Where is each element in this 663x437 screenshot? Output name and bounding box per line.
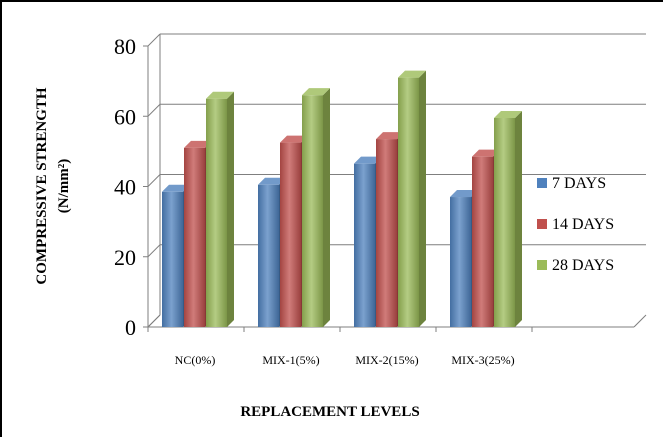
x-category-label: MIX-2(15%) <box>355 353 418 367</box>
bar-top <box>494 111 522 119</box>
y-tick-label: 20 <box>114 245 136 270</box>
y-tick-label: 0 <box>125 315 136 340</box>
bar-front <box>354 163 375 327</box>
bar-top <box>302 88 330 96</box>
gridline-diag <box>147 174 161 187</box>
gridline-diag <box>147 33 161 47</box>
gridline-diag <box>147 244 161 258</box>
bar-top <box>162 184 190 192</box>
legend-label: 28 DAYS <box>552 257 614 274</box>
legend-label: 7 DAYS <box>552 175 606 192</box>
floor-right-edge <box>633 314 647 328</box>
bar-front <box>376 139 397 327</box>
legend: 7 DAYS 14 DAYS 28 DAYS <box>537 175 614 274</box>
legend-swatch <box>537 260 547 270</box>
y-axis-unit: (N/mm²) <box>56 159 72 213</box>
bar-top <box>354 156 382 164</box>
bar-top <box>258 177 286 185</box>
gridline-diag <box>147 103 161 117</box>
x-axis-title: REPLACEMENT LEVELS <box>240 404 419 420</box>
bar-front <box>206 98 227 327</box>
y-tick-label: 60 <box>114 104 136 129</box>
bar-front <box>184 147 205 327</box>
legend-item: 28 DAYS <box>537 257 614 274</box>
y-tick-label: 40 <box>114 175 136 200</box>
bar-top <box>450 190 478 198</box>
x-category-labels: NC(0%) MIX-1(5%) MIX-2(15%) MIX-3(25%) <box>175 353 515 367</box>
bar-front <box>302 95 323 327</box>
legend-swatch <box>537 219 547 229</box>
bar <box>494 111 522 327</box>
bar-front <box>280 142 301 327</box>
bar <box>302 88 330 327</box>
bar-front <box>258 184 279 327</box>
bar-side <box>419 70 426 328</box>
x-category-label: NC(0%) <box>175 353 216 367</box>
legend-item: 7 DAYS <box>537 175 606 192</box>
bar-top <box>376 132 404 140</box>
legend-item: 14 DAYS <box>537 216 614 233</box>
bar-top <box>472 149 500 157</box>
bar-top <box>280 135 308 143</box>
bar-front <box>472 156 493 327</box>
gridline-diag <box>147 314 161 328</box>
bars <box>162 70 522 328</box>
gridlines <box>143 33 646 332</box>
y-axis-title: COMPRESSIVE STRENGTH <box>34 87 50 284</box>
bar-top <box>206 91 234 99</box>
y-tick-label: 80 <box>114 34 136 59</box>
bar-side <box>515 111 522 327</box>
bar <box>398 70 426 328</box>
bar-top <box>398 70 426 78</box>
y-tick-labels: 0 20 40 60 80 <box>114 34 136 340</box>
bar-side <box>227 91 234 327</box>
legend-label: 14 DAYS <box>552 216 614 233</box>
bar-front <box>398 77 419 327</box>
bar-front <box>494 118 515 327</box>
x-category-label: MIX-3(25%) <box>451 353 514 367</box>
bar-top <box>184 140 212 148</box>
bar-front <box>162 191 183 327</box>
bar-side <box>323 88 330 327</box>
bar-front <box>450 197 471 327</box>
legend-swatch <box>537 178 547 188</box>
bar <box>206 91 234 327</box>
x-category-label: MIX-1(5%) <box>262 353 319 367</box>
